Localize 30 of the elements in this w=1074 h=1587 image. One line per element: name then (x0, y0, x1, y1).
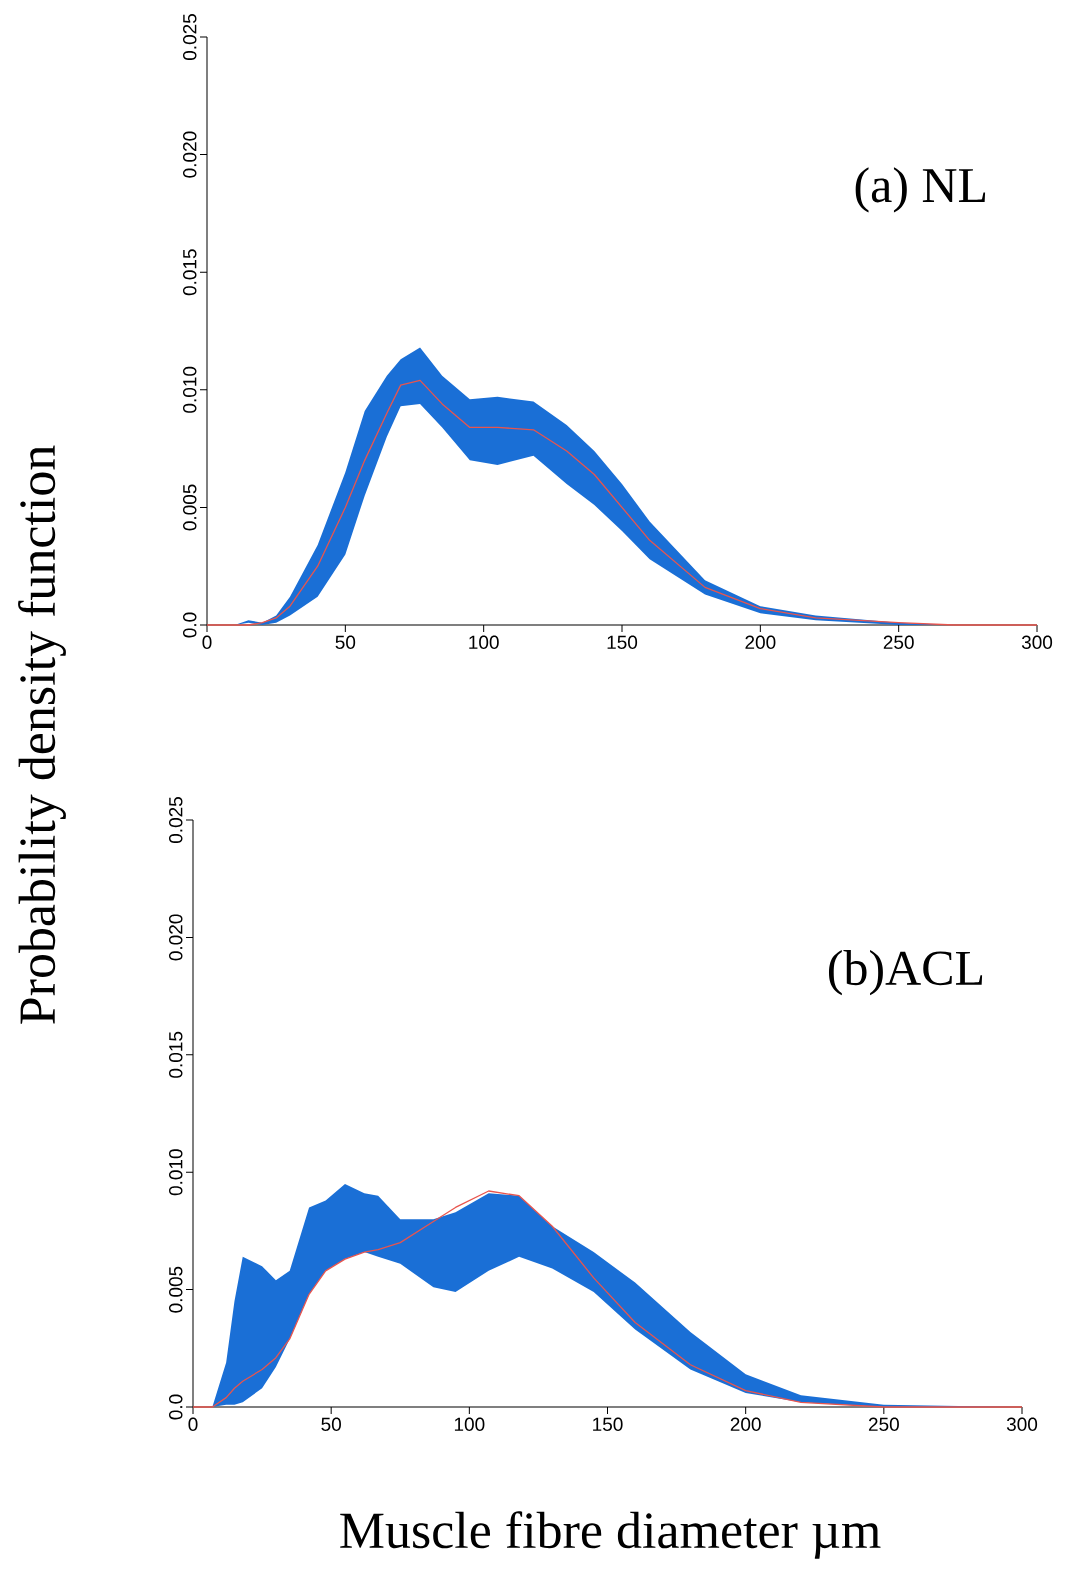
x-tick-label: 250 (883, 635, 914, 649)
y-axis-title: Probability density function (18, 445, 66, 1024)
y-tick-label: 0.025 (169, 797, 183, 844)
x-tick-label: 0 (202, 635, 212, 649)
x-tick-label: 200 (745, 635, 776, 649)
annotation: (b)ACL (828, 949, 983, 996)
x-tick-label: 50 (335, 635, 356, 649)
y-tick-label: 0.020 (183, 131, 197, 178)
y-tick-label: 0.015 (169, 1031, 183, 1078)
y-tick-label: 0.020 (169, 914, 183, 961)
annotation: (a) NL (855, 167, 986, 213)
y-tick-label: 0.005 (169, 1266, 183, 1313)
x-tick-label: 0 (188, 1417, 198, 1431)
y-tick-label: 0.0 (183, 612, 197, 638)
y-tick-label: 0.025 (183, 14, 197, 61)
x-tick-label: 100 (469, 635, 499, 649)
x-tick-label: 50 (321, 1417, 341, 1431)
x-tick-label: 300 (1006, 1417, 1038, 1431)
x-axis-title: Muscle fibre diameter µm (340, 1511, 881, 1559)
x-tick-label: 150 (593, 1417, 623, 1431)
x-tick-label: 100 (454, 1417, 485, 1431)
x-tick-label: 300 (1021, 635, 1053, 649)
x-tick-label: 200 (730, 1417, 761, 1431)
y-tick-label: 0.010 (169, 1149, 183, 1196)
y-tick-label: 0.005 (183, 484, 197, 531)
x-tick-label: 250 (868, 1417, 899, 1431)
y-tick-label: 0.010 (183, 366, 197, 413)
y-tick-label: 0.015 (183, 249, 197, 296)
y-tick-label: 0.0 (169, 1394, 183, 1420)
x-tick-label: 150 (607, 635, 638, 649)
